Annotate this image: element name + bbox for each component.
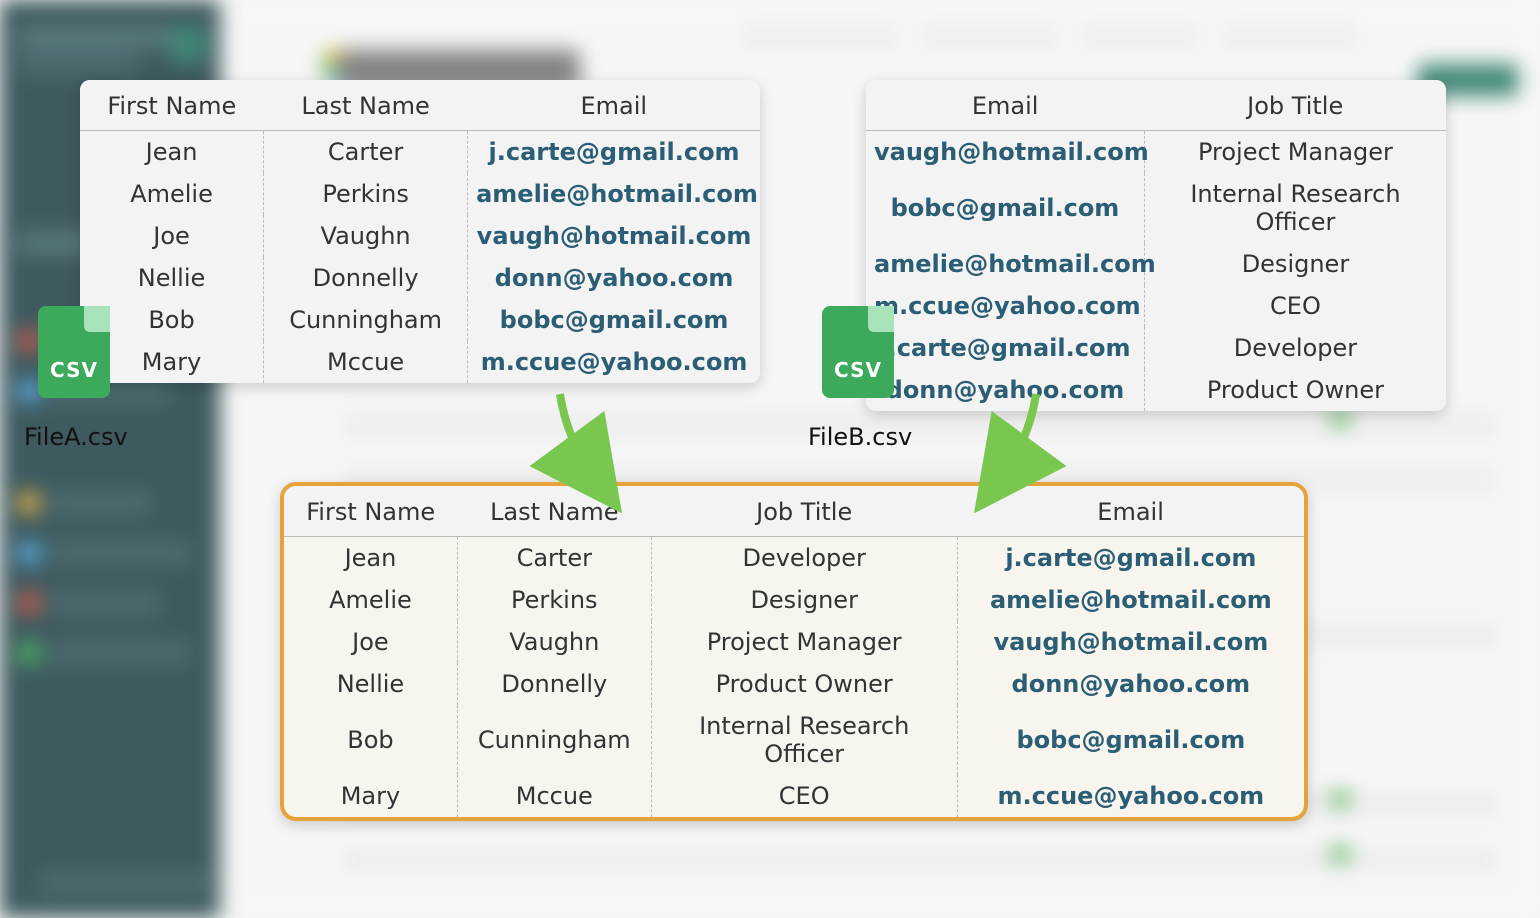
cell: Bob — [284, 705, 457, 775]
table-row: JeanCarterj.carte@gmail.com — [80, 131, 760, 174]
cell: Donnelly — [264, 257, 468, 299]
column-header: Job Title — [651, 486, 957, 537]
email-cell: amelie@hotmail.com — [957, 579, 1304, 621]
column-header: First Name — [80, 80, 264, 131]
column-header: Job Title — [1144, 80, 1446, 131]
cell: CEO — [651, 775, 957, 817]
file-a-filename: FileA.csv — [24, 423, 128, 451]
table-row: bobc@gmail.comInternal Research Officer — [866, 173, 1446, 243]
cell: Product Owner — [1144, 369, 1446, 411]
email-cell: vaugh@hotmail.com — [866, 131, 1144, 174]
csv-icon: CSV — [822, 306, 894, 398]
cell: Amelie — [80, 173, 264, 215]
table-row: m.ccue@yahoo.comCEO — [866, 285, 1446, 327]
column-header: Email — [957, 486, 1304, 537]
cell: Donnelly — [457, 663, 651, 705]
email-cell: j.carte@gmail.com — [468, 131, 760, 174]
table-row: MaryMccueCEOm.ccue@yahoo.com — [284, 775, 1304, 817]
cell: Project Manager — [1144, 131, 1446, 174]
cell: CEO — [1144, 285, 1446, 327]
cell: Product Owner — [651, 663, 957, 705]
email-cell: j.carte@gmail.com — [866, 327, 1144, 369]
column-header: Email — [468, 80, 760, 131]
cell: Carter — [457, 537, 651, 580]
cell: Amelie — [284, 579, 457, 621]
cell: Joe — [80, 215, 264, 257]
email-cell: j.carte@gmail.com — [957, 537, 1304, 580]
cell: Jean — [284, 537, 457, 580]
table-row: donn@yahoo.comProduct Owner — [866, 369, 1446, 411]
cell: Designer — [1144, 243, 1446, 285]
column-header: Last Name — [264, 80, 468, 131]
column-header: Email — [866, 80, 1144, 131]
cell: Mccue — [457, 775, 651, 817]
cell: Project Manager — [651, 621, 957, 663]
cell: Designer — [651, 579, 957, 621]
email-cell: amelie@hotmail.com — [866, 243, 1144, 285]
cell: Developer — [1144, 327, 1446, 369]
email-cell: m.ccue@yahoo.com — [957, 775, 1304, 817]
cell: Internal Research Officer — [651, 705, 957, 775]
column-header: First Name — [284, 486, 457, 537]
cell: Perkins — [457, 579, 651, 621]
cell: Vaughn — [457, 621, 651, 663]
cell: Cunningham — [264, 299, 468, 341]
cell: Joe — [284, 621, 457, 663]
cell: Mccue — [264, 341, 468, 383]
csv-icon: CSV — [38, 306, 110, 398]
table-row: vaugh@hotmail.comProject Manager — [866, 131, 1446, 174]
email-cell: m.ccue@yahoo.com — [468, 341, 760, 383]
email-cell: bobc@gmail.com — [866, 173, 1144, 243]
email-cell: donn@yahoo.com — [957, 663, 1304, 705]
cell: Cunningham — [457, 705, 651, 775]
table-row: BobCunninghambobc@gmail.com — [80, 299, 760, 341]
email-cell: donn@yahoo.com — [866, 369, 1144, 411]
diagram-overlay: First NameLast NameEmailJeanCarterj.cart… — [0, 0, 1540, 918]
table-row: j.carte@gmail.comDeveloper — [866, 327, 1446, 369]
email-cell: vaugh@hotmail.com — [468, 215, 760, 257]
email-cell: vaugh@hotmail.com — [957, 621, 1304, 663]
table-row: BobCunninghamInternal Research Officerbo… — [284, 705, 1304, 775]
cell: Perkins — [264, 173, 468, 215]
table-row: JeanCarterDeveloperj.carte@gmail.com — [284, 537, 1304, 580]
email-cell: donn@yahoo.com — [468, 257, 760, 299]
table-row: NellieDonnellyProduct Ownerdonn@yahoo.co… — [284, 663, 1304, 705]
table-row: JoeVaughnProject Managervaugh@hotmail.co… — [284, 621, 1304, 663]
cell: Internal Research Officer — [1144, 173, 1446, 243]
csv-icon-label: CSV — [822, 358, 894, 382]
email-cell: m.ccue@yahoo.com — [866, 285, 1144, 327]
email-cell: amelie@hotmail.com — [468, 173, 760, 215]
file-b-table-card: EmailJob Titlevaugh@hotmail.comProject M… — [866, 80, 1446, 411]
table-row: JoeVaughnvaugh@hotmail.com — [80, 215, 760, 257]
column-header: Last Name — [457, 486, 651, 537]
merged-table-card: First NameLast NameJob TitleEmailJeanCar… — [280, 482, 1308, 821]
cell: Vaughn — [264, 215, 468, 257]
cell: Mary — [284, 775, 457, 817]
cell: Developer — [651, 537, 957, 580]
cell: Nellie — [284, 663, 457, 705]
cell: Carter — [264, 131, 468, 174]
table-row: AmeliePerkinsDesigneramelie@hotmail.com — [284, 579, 1304, 621]
table-row: AmeliePerkinsamelie@hotmail.com — [80, 173, 760, 215]
email-cell: bobc@gmail.com — [468, 299, 760, 341]
email-cell: bobc@gmail.com — [957, 705, 1304, 775]
file-b-filename: FileB.csv — [808, 423, 912, 451]
table-row: MaryMccuem.ccue@yahoo.com — [80, 341, 760, 383]
csv-icon-label: CSV — [38, 358, 110, 382]
cell: Nellie — [80, 257, 264, 299]
table-row: NellieDonnellydonn@yahoo.com — [80, 257, 760, 299]
table-row: amelie@hotmail.comDesigner — [866, 243, 1446, 285]
cell: Jean — [80, 131, 264, 174]
file-a-table-card: First NameLast NameEmailJeanCarterj.cart… — [80, 80, 760, 383]
